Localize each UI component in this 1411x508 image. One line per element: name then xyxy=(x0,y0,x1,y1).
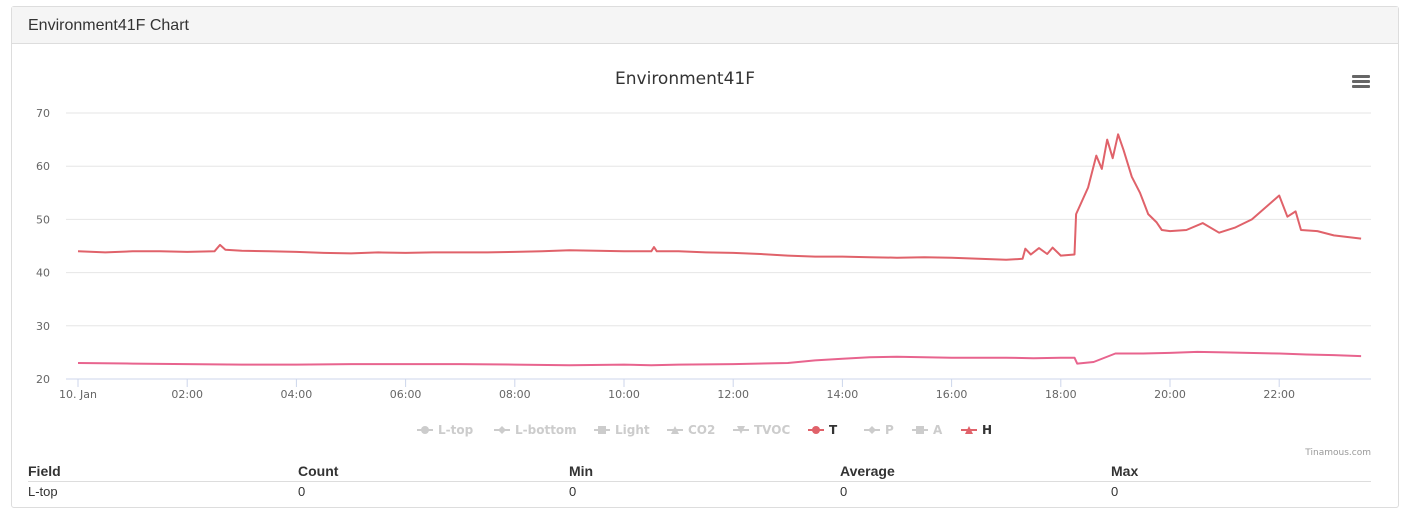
legend-item-tvoc[interactable]: TVOC xyxy=(733,423,790,437)
y-tick-label: 70 xyxy=(36,107,50,120)
x-tick-label: 16:00 xyxy=(936,388,968,401)
table-cell: 0 xyxy=(1111,484,1119,499)
legend-item-h[interactable]: H xyxy=(961,423,992,437)
table-header-row: Field Count Min Average Max xyxy=(28,461,1371,482)
legend-item-l-bottom[interactable]: L-bottom xyxy=(494,423,577,437)
table-row: L-top 0 0 0 0 xyxy=(28,482,1371,499)
legend-label: CO2 xyxy=(688,423,715,437)
series-line-h[interactable] xyxy=(77,133,1362,261)
legend-label: L-top xyxy=(438,423,474,437)
table-cell: 0 xyxy=(298,484,306,499)
legend-marker xyxy=(965,426,973,434)
table-cell: L-top xyxy=(28,484,58,499)
y-tick-label: 20 xyxy=(36,373,50,386)
legend-marker xyxy=(916,426,924,434)
line-chart: 20 30 40 50 60 70 10. Jan 02:00 04:00 06:00 08:00… xyxy=(36,69,1371,458)
legend-marker xyxy=(737,426,745,434)
x-tick-label: 04:00 xyxy=(281,388,313,401)
x-tick-label: 08:00 xyxy=(499,388,531,401)
legend-item-co2[interactable]: CO2 xyxy=(667,423,715,437)
x-tick-label: 22:00 xyxy=(1263,388,1295,401)
column-header-max: Max xyxy=(1111,461,1371,482)
x-axis: 10. Jan 02:00 04:00 06:00 08:00 10:00 12:00 14:… xyxy=(59,378,1371,401)
legend-marker xyxy=(498,426,506,434)
column-header-count: Count xyxy=(298,461,569,482)
legend-marker xyxy=(598,426,606,434)
chart-grid xyxy=(66,112,1371,327)
x-tick-label: 12:00 xyxy=(717,388,749,401)
legend-label: L-bottom xyxy=(515,423,577,437)
legend-marker xyxy=(868,426,876,434)
x-tick-label: 10. Jan xyxy=(59,388,97,401)
legend-marker xyxy=(671,426,679,434)
legend-item-p[interactable]: P xyxy=(864,423,894,437)
series-line-t[interactable] xyxy=(77,350,1362,367)
y-axis: 20 30 40 50 60 70 xyxy=(36,107,50,386)
stats-table: Field Count Min Average Max L-top 0 0 0 … xyxy=(28,461,1371,499)
panel-title: Environment41F Chart xyxy=(12,7,1398,44)
chart-panel: Environment41F Chart xyxy=(11,6,1399,508)
hamburger-menu-icon[interactable] xyxy=(1352,75,1370,88)
column-header-min: Min xyxy=(569,461,840,482)
column-header-average: Average xyxy=(840,461,1111,482)
legend-item-light[interactable]: Light xyxy=(594,423,650,437)
y-tick-label: 30 xyxy=(36,320,50,333)
chart-credits[interactable]: Tinamous.com xyxy=(1304,448,1371,458)
legend-marker xyxy=(421,426,429,434)
chart-series xyxy=(77,133,1362,367)
legend-item-l-top[interactable]: L-top xyxy=(417,423,474,437)
x-tick-label: 14:00 xyxy=(827,388,859,401)
legend-marker xyxy=(812,426,820,434)
legend-label: Light xyxy=(615,423,650,437)
legend-item-t[interactable]: T xyxy=(808,423,838,437)
legend-label: P xyxy=(885,423,894,437)
x-tick-label: 06:00 xyxy=(390,388,422,401)
column-header-field: Field xyxy=(28,461,298,482)
table-cell: 0 xyxy=(840,484,848,499)
x-tick-label: 18:00 xyxy=(1045,388,1077,401)
legend-label: TVOC xyxy=(754,423,790,437)
x-tick-label: 20:00 xyxy=(1154,388,1186,401)
x-tick-label: 02:00 xyxy=(171,388,203,401)
legend-label: A xyxy=(933,423,943,437)
x-tick-label: 10:00 xyxy=(608,388,640,401)
legend-item-a[interactable]: A xyxy=(912,423,943,437)
chart-legend: L-top L-bottom Light CO2 TVOC T P A H xyxy=(417,423,992,437)
legend-label: T xyxy=(829,423,838,437)
y-tick-label: 60 xyxy=(36,160,50,173)
y-tick-label: 40 xyxy=(36,267,50,280)
chart-title: Environment41F xyxy=(615,69,755,89)
y-tick-label: 50 xyxy=(36,213,50,226)
legend-label: H xyxy=(982,423,992,437)
table-cell: 0 xyxy=(569,484,577,499)
